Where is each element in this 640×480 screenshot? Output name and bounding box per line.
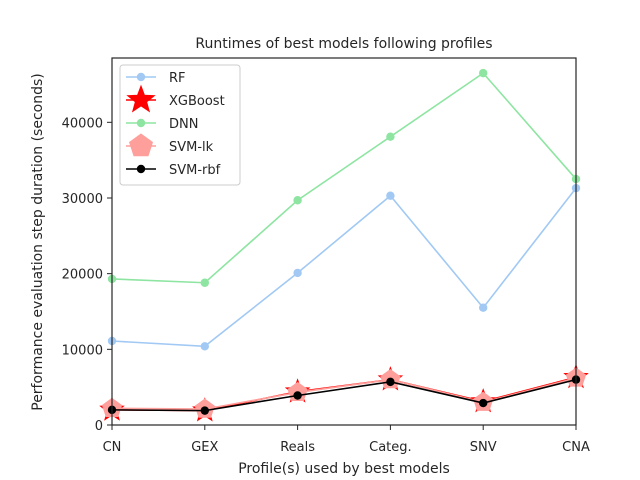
data-point [293, 391, 302, 400]
y-tick-label: 0 [95, 419, 103, 434]
data-point [293, 268, 302, 278]
legend-entry: RF [126, 71, 186, 86]
data-point [479, 68, 488, 78]
series-line [111, 376, 577, 412]
legend-label: RF [169, 71, 186, 86]
data-point [200, 342, 209, 351]
x-tick-label: Categ. [369, 440, 412, 455]
legend-marker [126, 84, 156, 113]
legend-label: XGBoost [169, 94, 225, 109]
data-point [386, 132, 395, 141]
y-tick-label: 40000 [62, 116, 103, 131]
legend-label: DNN [169, 117, 198, 132]
x-axis-label: Profile(s) used by best models [238, 461, 450, 477]
legend-marker [136, 164, 146, 174]
series-line [111, 377, 577, 410]
legend-entry: XGBoost [126, 84, 225, 113]
x-tick-label: Reals [280, 440, 315, 455]
data-point [200, 278, 209, 287]
legend-marker [136, 118, 146, 128]
plot-series [99, 68, 589, 422]
series-dnn [107, 68, 581, 287]
legend: RF XGBoost DNN SVM-lk SVM-rbf [119, 64, 241, 186]
x-tick-label: GEX [191, 440, 218, 455]
x-axis: CN GEX Reals Categ. SNV CNA [103, 425, 590, 455]
x-tick-label: CN [103, 440, 122, 455]
y-tick-label: 20000 [62, 268, 103, 283]
legend-entry: DNN [126, 117, 198, 132]
y-tick-label: 10000 [62, 343, 103, 358]
y-axis-label: Performance evaluation step duration (se… [30, 73, 46, 411]
x-tick-label: SNV [470, 440, 497, 455]
series-line [111, 72, 577, 284]
legend-label: SVM-rbf [169, 163, 221, 178]
x-tick-label: CNA [562, 440, 590, 455]
y-axis: 0 10000 20000 30000 40000 [62, 116, 112, 434]
series-line [111, 187, 577, 348]
legend-entry: SVM-lk [126, 133, 214, 157]
chart-title: Runtimes of best models following profil… [195, 36, 492, 52]
data-point [386, 191, 395, 200]
series-xgboost [99, 363, 589, 422]
data-point [386, 377, 395, 387]
plot-frame [111, 57, 577, 426]
series-rf [107, 183, 581, 351]
legend-marker [129, 133, 153, 157]
series-line [111, 378, 577, 412]
data-point [479, 303, 488, 312]
data-point [479, 398, 488, 408]
data-point [293, 196, 302, 205]
legend-label: SVM-lk [169, 140, 214, 155]
legend-marker [136, 72, 146, 82]
legend-entry: SVM-rbf [126, 163, 221, 178]
data-point [200, 406, 209, 415]
y-tick-label: 30000 [62, 192, 103, 207]
